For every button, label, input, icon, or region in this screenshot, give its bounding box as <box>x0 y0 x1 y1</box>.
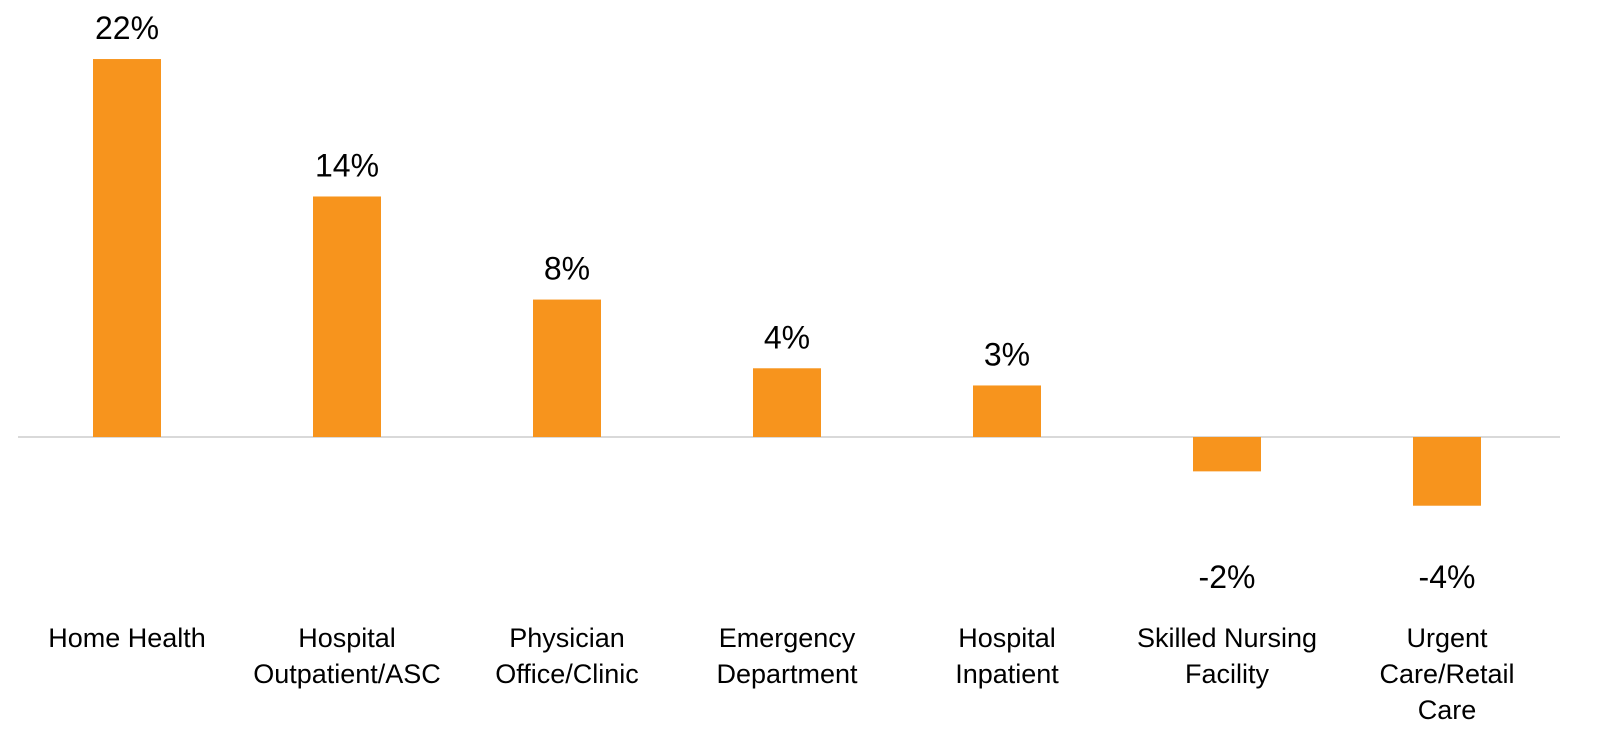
category-label-line: Care/Retail <box>1379 659 1514 689</box>
category-label-group: Home Health Hospital Outpatient/ASC Physici… <box>48 623 1514 725</box>
data-label-4: 4% <box>764 319 810 355</box>
data-label-5: 3% <box>984 336 1030 372</box>
data-label-group: 22% 14% 8% 4% 3% -2% -4% <box>95 10 1475 595</box>
category-label-line: Care <box>1418 695 1477 725</box>
data-label-6: -2% <box>1199 559 1256 595</box>
data-label-1: 22% <box>95 10 159 46</box>
category-label-3: Physician Office/Clinic <box>495 623 639 689</box>
category-label-line: Facility <box>1185 659 1270 689</box>
bar-3 <box>533 299 601 437</box>
category-label-4: Emergency Department <box>716 623 858 689</box>
bar-1 <box>93 59 161 437</box>
category-label-line: Hospital <box>958 623 1056 653</box>
category-label-line: Department <box>716 659 858 689</box>
category-label-2: Hospital Outpatient/ASC <box>253 623 441 689</box>
bar-4 <box>753 368 821 437</box>
bar-7 <box>1413 437 1481 506</box>
category-label-1: Home Health <box>48 623 206 653</box>
category-label-7: Urgent Care/Retail Care <box>1379 623 1514 725</box>
data-label-3: 8% <box>544 251 590 287</box>
category-label-line: Skilled Nursing <box>1137 623 1317 653</box>
category-label-line: Urgent <box>1406 623 1488 653</box>
category-label-6: Skilled Nursing Facility <box>1137 623 1317 689</box>
bar-6 <box>1193 437 1261 472</box>
bar-5 <box>973 385 1041 437</box>
category-label-line: Physician <box>509 623 625 653</box>
category-label-line: Home Health <box>48 623 206 653</box>
bar-2 <box>313 196 381 437</box>
category-label-5: Hospital Inpatient <box>955 623 1059 689</box>
category-label-line: Hospital <box>298 623 396 653</box>
category-label-line: Emergency <box>719 623 856 653</box>
data-label-7: -4% <box>1419 559 1476 595</box>
category-label-line: Outpatient/ASC <box>253 659 441 689</box>
category-label-line: Inpatient <box>955 659 1059 689</box>
bar-group <box>93 59 1481 506</box>
data-label-2: 14% <box>315 147 379 183</box>
category-label-line: Office/Clinic <box>495 659 639 689</box>
